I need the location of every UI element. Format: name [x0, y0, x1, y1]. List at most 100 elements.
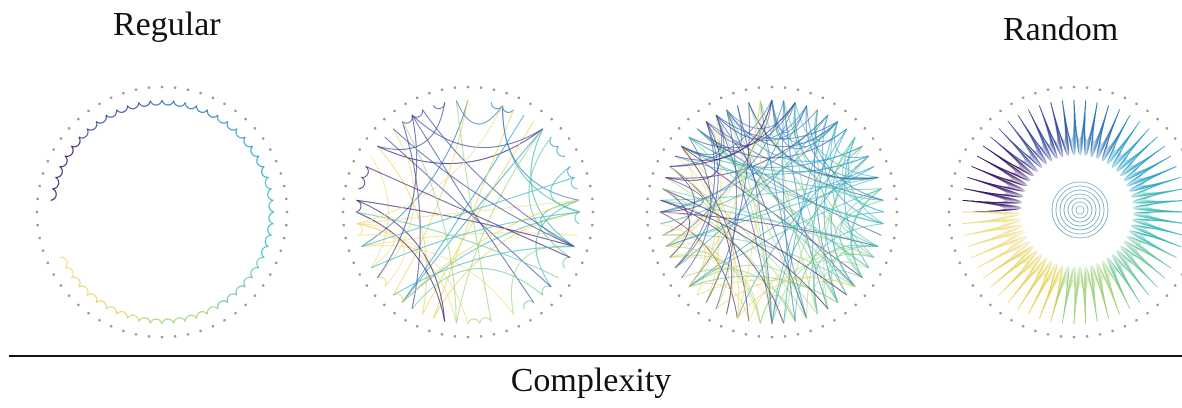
edge	[669, 99, 773, 167]
edge	[235, 285, 246, 296]
edge	[967, 234, 1016, 258]
node-label-marker	[268, 273, 272, 276]
edge	[831, 246, 879, 303]
node-label-marker	[529, 102, 532, 106]
node-label-marker	[585, 172, 589, 175]
node-label-marker	[98, 102, 101, 106]
edge	[998, 121, 1034, 160]
graph-regular	[27, 77, 297, 347]
node-label-marker	[52, 273, 56, 276]
edge	[983, 252, 1027, 288]
edge	[358, 234, 405, 288]
edge	[455, 100, 504, 125]
node-label-marker	[122, 91, 125, 95]
edge	[52, 176, 60, 190]
edge	[1129, 253, 1165, 288]
node-label-marker	[971, 284, 975, 287]
edge	[161, 318, 175, 325]
edge	[832, 136, 879, 248]
edge	[688, 136, 856, 288]
node-label-marker	[109, 96, 113, 100]
edge	[830, 155, 870, 288]
edge	[78, 285, 89, 296]
edge	[1127, 136, 1165, 170]
node-label-marker	[36, 223, 39, 227]
edge	[356, 223, 469, 325]
node-label-marker	[134, 88, 138, 92]
node-label-marker	[109, 324, 113, 328]
edge	[196, 311, 209, 319]
edge	[681, 114, 723, 156]
node-label-marker	[365, 137, 369, 140]
edge	[356, 105, 504, 225]
edge	[105, 306, 118, 315]
edge	[806, 155, 870, 319]
edge	[1126, 136, 1165, 171]
node-label-marker	[708, 102, 711, 106]
edge	[78, 128, 89, 139]
node-label-marker	[540, 311, 543, 315]
edge	[1007, 267, 1041, 310]
node-label-marker	[383, 303, 386, 307]
edge	[771, 128, 848, 325]
edge	[748, 252, 875, 322]
node-label-marker	[147, 86, 151, 89]
edge	[976, 145, 1019, 175]
edge	[998, 121, 1033, 159]
node-label-marker	[428, 91, 431, 95]
edge	[264, 234, 272, 248]
edge	[1007, 114, 1041, 157]
edge	[401, 121, 457, 324]
edge	[1127, 251, 1165, 288]
node-label-marker	[268, 148, 272, 151]
node-label-marker	[770, 335, 774, 339]
node-label-marker	[948, 223, 951, 227]
edge	[976, 244, 1026, 279]
node-label-marker	[999, 109, 1002, 113]
edge	[1125, 136, 1165, 172]
edge	[256, 155, 265, 168]
node-label-marker	[863, 127, 867, 130]
node-label-marker	[59, 137, 63, 140]
edge	[998, 267, 1033, 303]
edge	[1126, 251, 1165, 288]
node-label-marker	[1165, 294, 1169, 297]
edge	[401, 114, 525, 303]
edge	[1121, 266, 1150, 303]
edge	[990, 128, 1033, 168]
edge	[674, 99, 773, 161]
node-label-marker	[35, 210, 39, 214]
edge	[1122, 128, 1158, 165]
edge	[971, 155, 1013, 181]
node-label-marker	[646, 223, 649, 227]
edge	[1017, 270, 1048, 315]
node-label-marker	[687, 303, 690, 307]
node-label-marker	[971, 137, 975, 140]
edge	[1133, 166, 1181, 190]
node-label-marker	[285, 223, 288, 227]
edge	[794, 102, 848, 296]
edge	[1113, 114, 1141, 152]
node-label-marker	[358, 148, 362, 151]
edge	[1123, 128, 1158, 164]
edge	[1115, 258, 1150, 303]
node-label-marker	[821, 96, 825, 100]
edge	[1117, 260, 1150, 303]
edge	[990, 128, 1030, 165]
node-label-marker	[559, 127, 563, 130]
node-label-marker	[588, 236, 592, 240]
edge	[217, 300, 229, 310]
edge	[1073, 99, 1086, 143]
node-label-marker	[669, 284, 673, 287]
node-label-marker	[1123, 324, 1127, 328]
edge	[662, 188, 848, 296]
edge	[71, 276, 81, 288]
node-label-marker	[147, 335, 151, 338]
edge	[998, 265, 1034, 303]
edge	[1133, 145, 1172, 174]
edge	[1126, 260, 1158, 296]
node-label-marker	[1046, 88, 1050, 92]
edge	[1062, 99, 1075, 144]
edge	[696, 128, 848, 159]
edge	[1105, 109, 1131, 153]
